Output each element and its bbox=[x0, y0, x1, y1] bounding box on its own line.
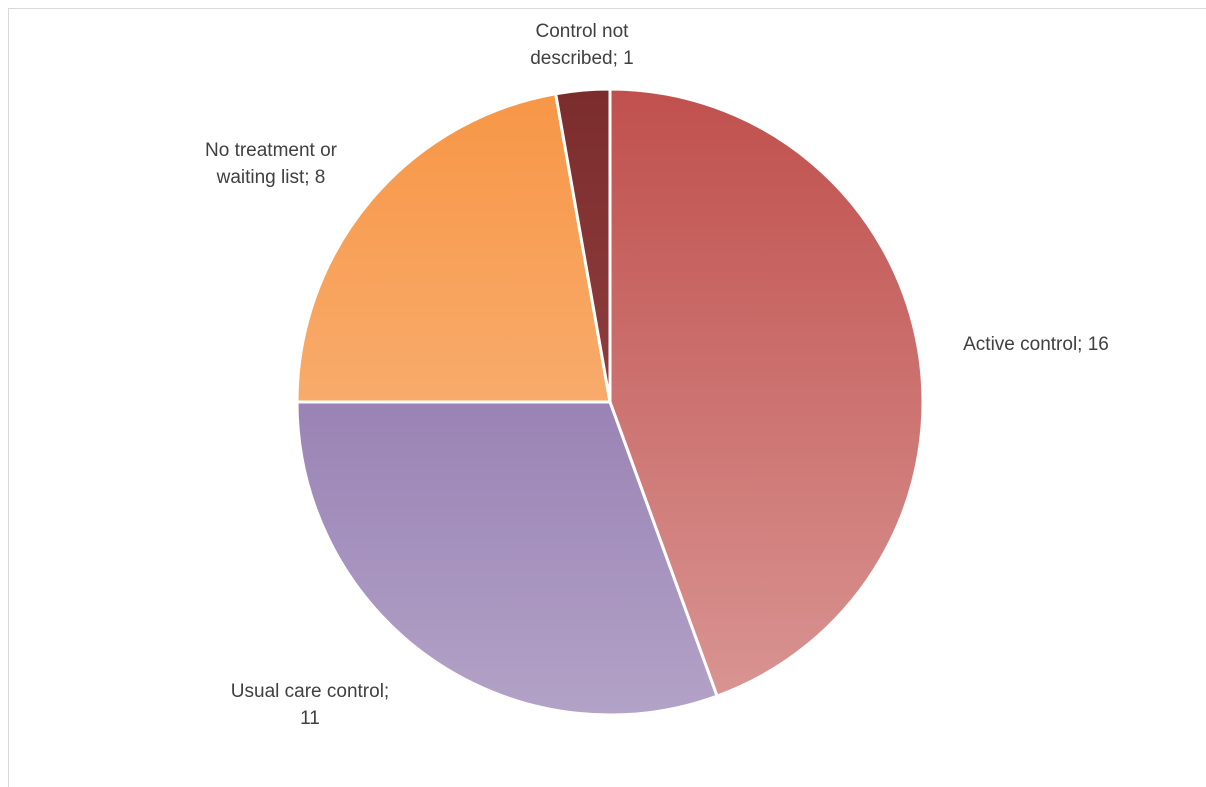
data-label-line: Usual care control; bbox=[231, 681, 389, 702]
data-label-line: waiting list; 8 bbox=[216, 167, 326, 188]
data-label-line: Control not bbox=[536, 21, 630, 42]
pie-slice-no-treatment-or-waiting-list bbox=[295, 92, 612, 404]
pie-slice-control-not-described bbox=[554, 87, 612, 404]
data-label-line: described; 1 bbox=[530, 48, 634, 69]
data-label-usual-care-control: Usual care control; 11 bbox=[231, 681, 389, 729]
data-label-control-not-described: Control not described; 1 bbox=[530, 21, 634, 69]
data-labels: Active control; 16 Usual care control; 11 N… bbox=[205, 21, 1109, 729]
data-label-no-treatment-or-waiting-list: No treatment or waiting list; 8 bbox=[205, 140, 338, 188]
data-label-active-control: Active control; 16 bbox=[963, 334, 1109, 355]
pie-slice-usual-care-control bbox=[295, 400, 719, 717]
data-label-line: Active control; 16 bbox=[963, 334, 1109, 355]
data-label-line: 11 bbox=[300, 708, 320, 729]
pie-slice-active-control bbox=[608, 87, 925, 698]
pie-slices bbox=[295, 87, 925, 717]
data-label-line: No treatment or bbox=[205, 140, 338, 161]
